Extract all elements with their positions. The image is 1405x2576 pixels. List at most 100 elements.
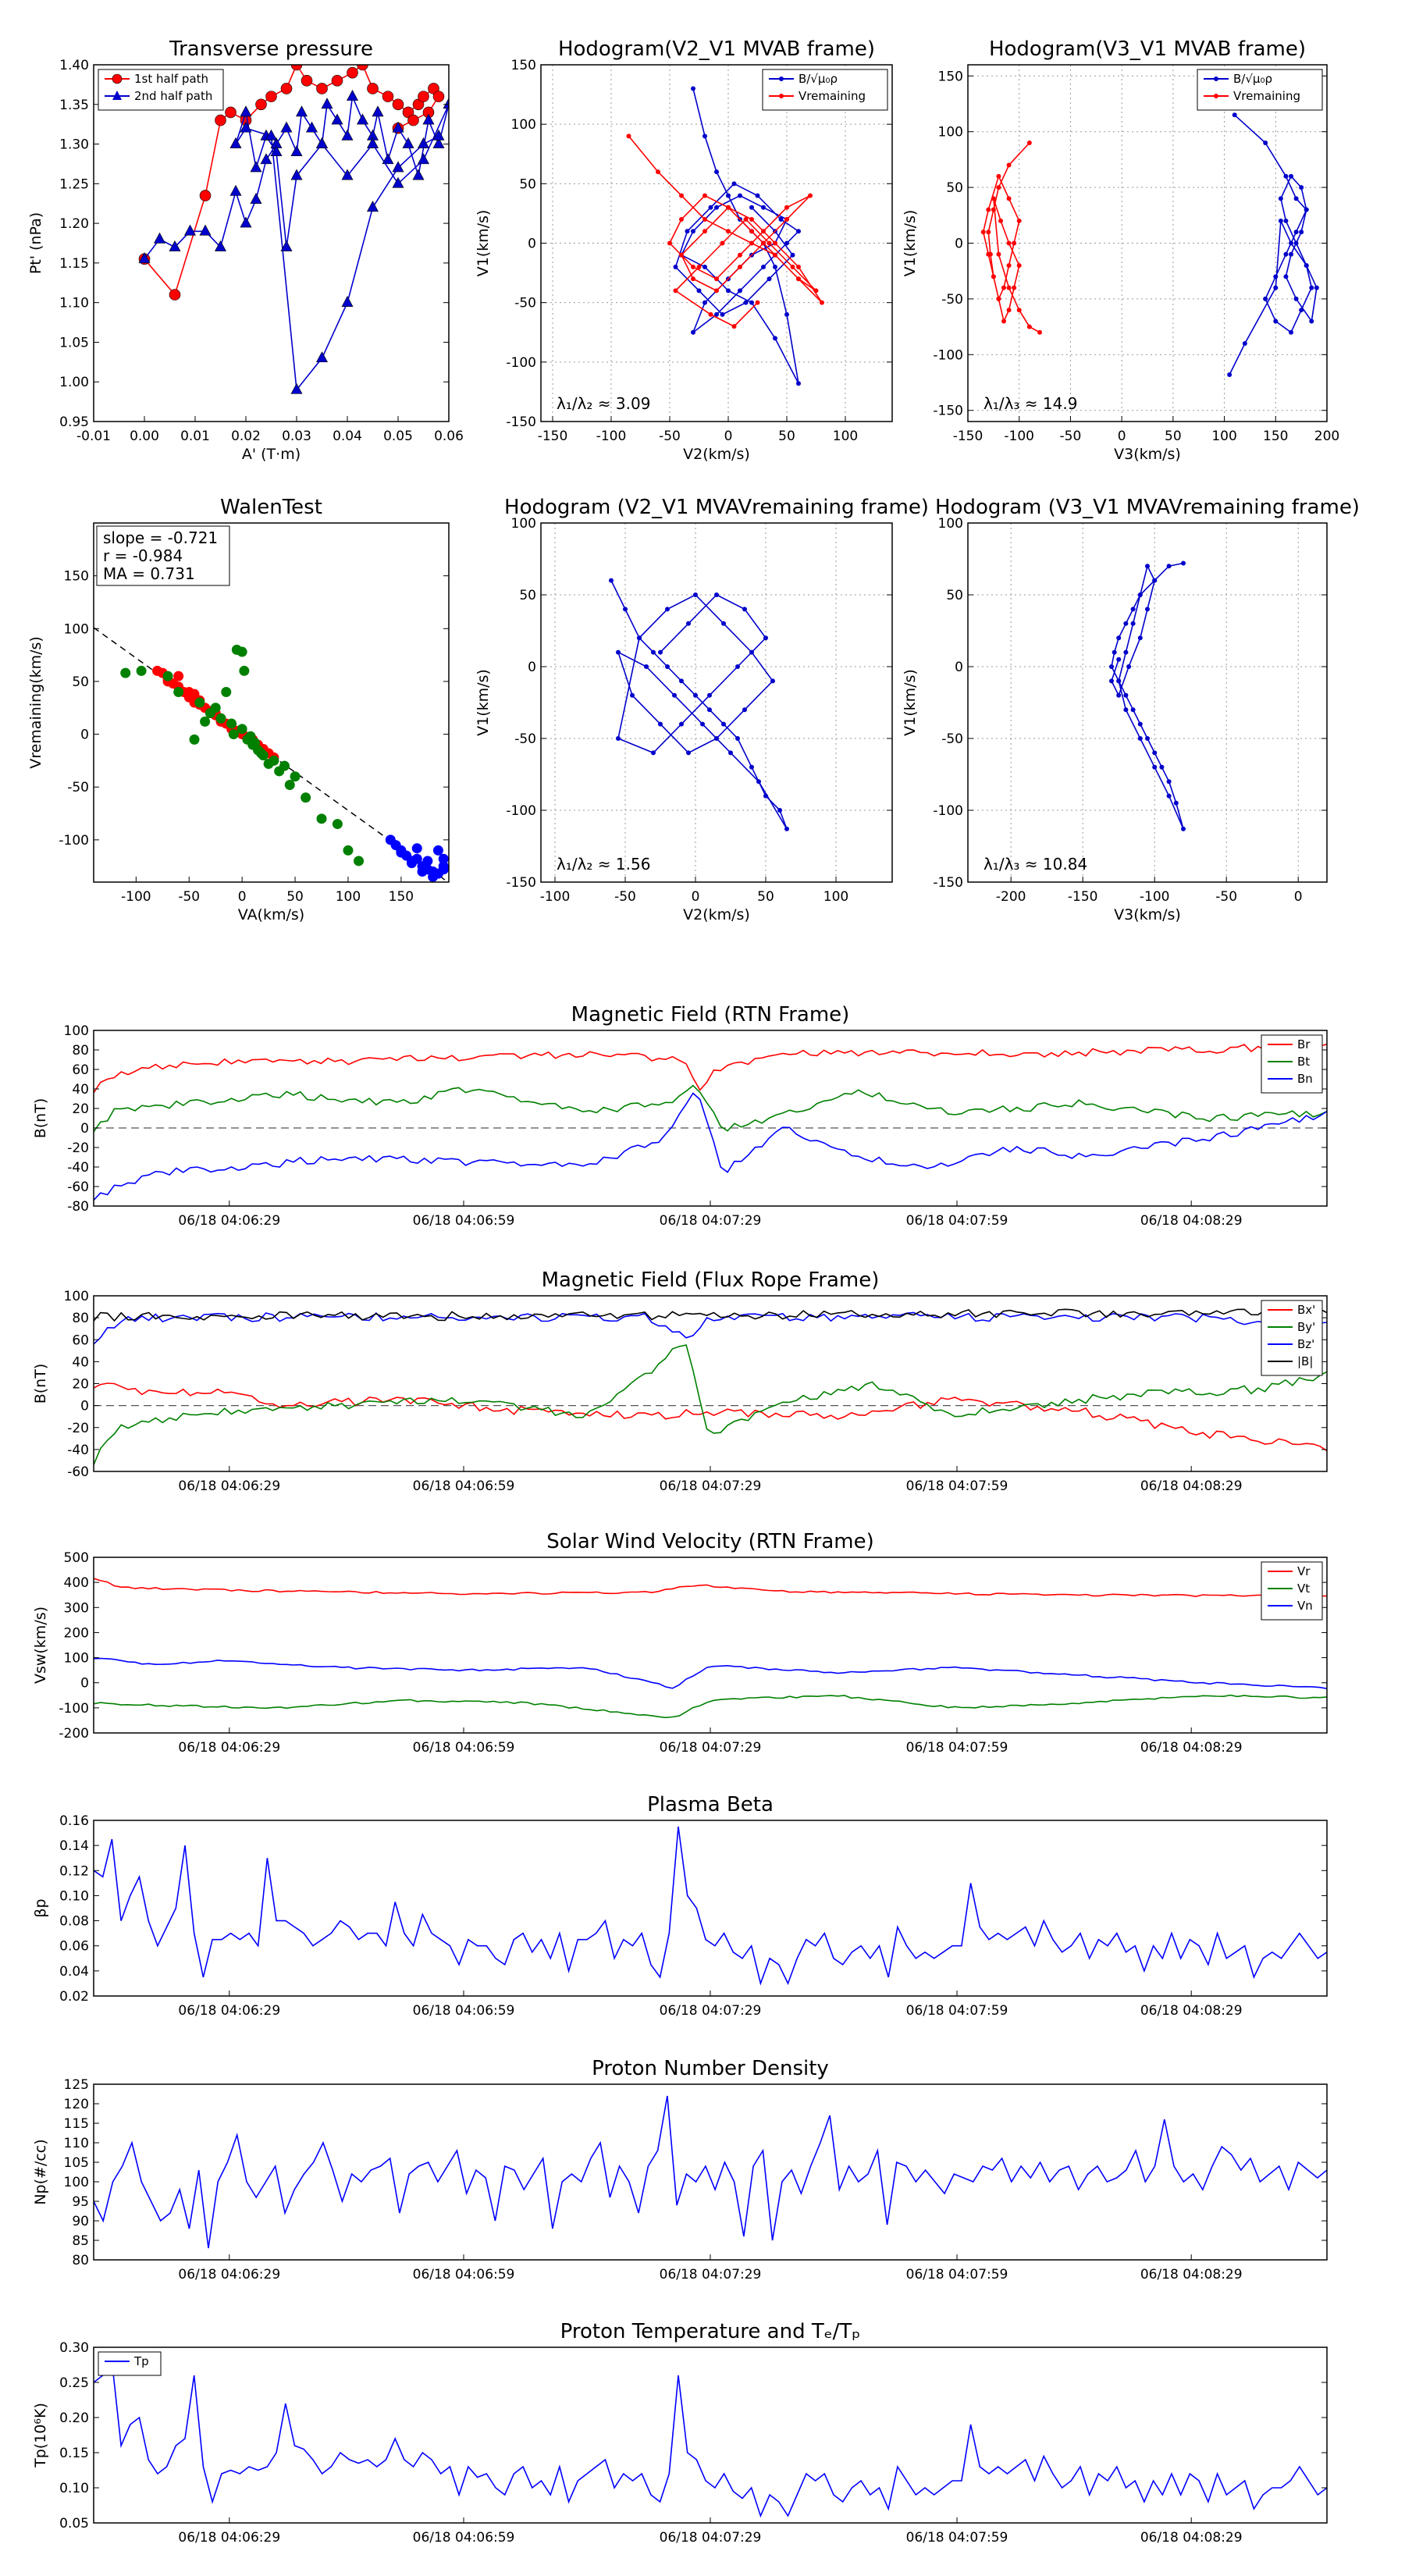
x-tick-label: -100 [1004, 429, 1034, 444]
data-point [265, 129, 278, 141]
data-point [673, 264, 678, 269]
data-point [996, 185, 1001, 190]
x-tick-label: 0.03 [282, 429, 311, 444]
y-tick-label: 20 [72, 1101, 89, 1117]
data-point [169, 240, 181, 251]
data-point [1289, 173, 1293, 179]
legend-label: 1st half path [134, 72, 208, 86]
data-point [260, 153, 272, 165]
y-tick-label: -40 [67, 1160, 89, 1176]
y-tick-label: 80 [72, 2253, 89, 2268]
data-point [331, 75, 343, 87]
x-tick-label: 50 [778, 429, 795, 444]
data-point [428, 871, 439, 882]
eigen-ratio-label: λ₁/λ₂ ≈ 1.56 [557, 855, 650, 873]
plot-frame [93, 64, 450, 422]
data-point [796, 229, 801, 234]
data-point [1112, 649, 1117, 655]
data-point [1116, 692, 1122, 698]
x-tick-label: 06/18 04:06:29 [178, 1740, 280, 1756]
y-tick-label: 50 [72, 674, 89, 690]
data-point [763, 793, 768, 799]
x-tick-label: 100 [336, 889, 361, 905]
data-point [392, 161, 404, 173]
data-point [665, 607, 670, 612]
data-point [290, 145, 303, 157]
x-axis-label: V3(km/s) [1114, 446, 1181, 463]
y-tick-label: 0 [80, 1121, 89, 1137]
data-point [315, 137, 329, 148]
data-point [240, 121, 252, 133]
y-axis-label: Pt' (nPa) [27, 212, 44, 274]
data-point [1109, 664, 1114, 669]
y-tick-label: 0 [80, 1399, 89, 1414]
data-point [796, 276, 801, 282]
y-tick-label: 115 [64, 2116, 89, 2132]
chart-title: Hodogram(V3_V1 MVAB frame) [989, 37, 1306, 61]
data-point [656, 169, 660, 175]
data-point [986, 207, 991, 212]
data-point [755, 193, 760, 198]
chart-title: Proton Temperature and Tₑ/Tₚ [560, 2320, 861, 2343]
y-tick-label: 400 [64, 1575, 89, 1591]
data-point [215, 114, 226, 126]
y-tick-label: 95 [72, 2194, 89, 2210]
x-tick-label: 0.04 [333, 429, 362, 444]
legend-label: B/√μ₀ρ [1233, 72, 1272, 86]
data-point [763, 635, 768, 641]
legend-label: Br [1297, 1037, 1311, 1051]
data-point [347, 66, 358, 79]
y-tick-label: 0.04 [59, 1964, 89, 1980]
y-tick-label: -50 [514, 731, 536, 747]
data-point [755, 300, 760, 305]
x-tick-label: -100 [1140, 889, 1170, 905]
y-tick-label: 0 [80, 1676, 89, 1692]
chart-vsw: Solar Wind Velocity (RTN Frame) -200 -100 0… [32, 1530, 1328, 1756]
data-point [726, 193, 731, 198]
chart-walen: WalenTest -100 -50 0 50 100 150 -100 -50 0 50 100 15… [27, 496, 450, 923]
x-tick-label: -150 [953, 429, 984, 444]
y-tick-label: -150 [933, 875, 963, 891]
y-axis-label: B(nT) [32, 1098, 49, 1139]
data-point [738, 264, 742, 269]
x-tick-label: 06/18 04:07:59 [906, 2530, 1008, 2546]
plot-frame [540, 522, 893, 883]
y-tick-label: 0.15 [59, 2446, 89, 2461]
legend-marker [779, 76, 784, 81]
data-point [1273, 274, 1279, 279]
x-tick-label: -50 [614, 889, 636, 905]
data-point [274, 766, 285, 777]
stats-line: slope = -0.721 [103, 528, 218, 547]
data-point [315, 351, 329, 363]
y-axis-label: B(nT) [32, 1364, 49, 1404]
x-tick-label: 06/18 04:07:29 [660, 1740, 762, 1756]
data-point [1289, 251, 1293, 257]
data-point [714, 276, 719, 282]
y-tick-label: 100 [938, 125, 963, 141]
legend-marker [1214, 94, 1218, 98]
data-point [1299, 229, 1304, 235]
data-point [1130, 707, 1136, 713]
y-tick-label: 0.05 [59, 2516, 89, 2532]
data-point [742, 707, 747, 713]
data-point [301, 75, 313, 87]
data-point [996, 251, 1001, 257]
y-tick-label: 0.30 [59, 2340, 89, 2356]
chart-title: Hodogram(V2_V1 MVAB frame) [558, 37, 875, 61]
data-point [1137, 721, 1143, 727]
data-point [136, 665, 147, 676]
y-tick-label: 110 [64, 2136, 89, 2151]
data-point [354, 856, 365, 866]
y-tick-label: -100 [933, 803, 963, 819]
y-tick-label: -100 [506, 803, 536, 819]
data-point [1006, 162, 1012, 168]
legend-label: |B| [1297, 1354, 1313, 1368]
x-tick-label: 0.02 [231, 429, 261, 444]
series-group [94, 2095, 1327, 2249]
y-tick-label: 125 [64, 2077, 89, 2093]
data-point [1304, 263, 1309, 269]
y-tick-label: -100 [59, 1701, 89, 1717]
y-tick-label: 100 [511, 516, 536, 532]
data-point [237, 646, 247, 657]
y-tick-label: 0.06 [59, 1939, 89, 1955]
